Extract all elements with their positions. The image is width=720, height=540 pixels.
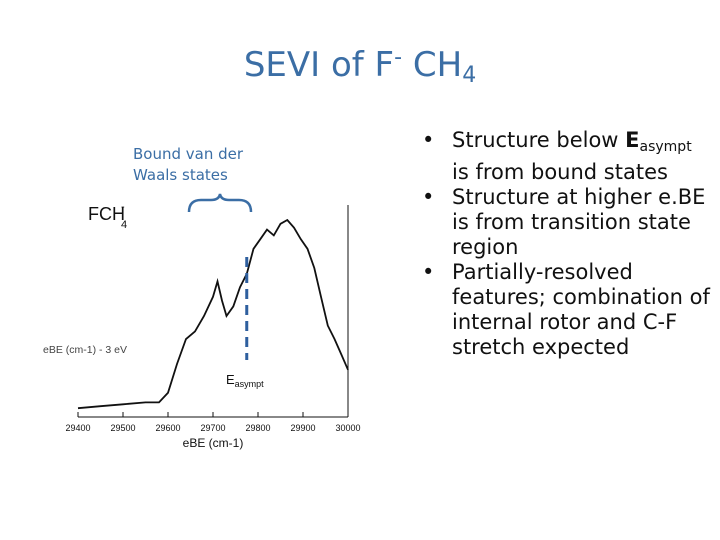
x-tick-label: 29900 <box>290 423 315 433</box>
curly-brace-icon <box>187 193 253 213</box>
x-tick-label: 29700 <box>200 423 225 433</box>
x-tick-label: 29600 <box>155 423 180 433</box>
bullet-item: • Partially-resolved features; combinati… <box>422 260 710 359</box>
slide-title: SEVI of F- CH4 <box>243 45 477 88</box>
x-tick-labels: 29400 29500 29600 29700 29800 29900 30000 <box>65 423 360 433</box>
x-axis-label: eBE (cm-1) <box>183 436 244 450</box>
x-tick-label: 29500 <box>110 423 135 433</box>
bullet-dot-icon: • <box>422 128 435 152</box>
asymptote-label: Easympt <box>226 372 264 389</box>
bullet-item: • Structure below Easympt is from bound … <box>422 128 692 184</box>
bullet-item: • Structure at higher e.BE is from trans… <box>422 185 706 259</box>
chart-title-sub: 4 <box>121 219 127 231</box>
bullet-list: • Structure below Easympt is from bound … <box>422 128 712 360</box>
side-axis-text: eBE (cm-1) - 3 eV <box>43 344 127 356</box>
spectrum-chart: FCH 4 - 29400 29500 29600 29700 29800 29900 30… <box>43 201 361 450</box>
x-tick-label: 29800 <box>245 423 270 433</box>
chart-title: FCH <box>88 204 125 224</box>
x-tick-label: 30000 <box>335 423 360 433</box>
spectrum-series-line <box>77 218 349 410</box>
bound-states-annotation: Bound van der Waals states <box>133 145 244 184</box>
bullet-dot-icon: • <box>422 185 435 209</box>
x-ticks <box>77 412 349 417</box>
chart-title-sup: - <box>121 201 125 213</box>
bullet-dot-icon: • <box>422 260 435 284</box>
x-tick-label: 29400 <box>65 423 90 433</box>
